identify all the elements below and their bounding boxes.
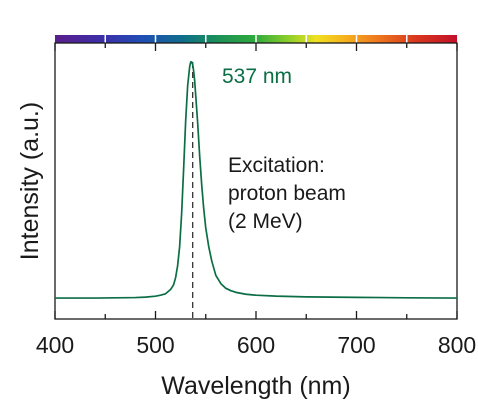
annotation-line-1: Excitation: xyxy=(228,154,325,177)
x-tick-label-500: 500 xyxy=(136,332,174,358)
x-tick-label-400: 400 xyxy=(36,332,74,358)
x-axis-ticks xyxy=(54,43,458,319)
x-axis-tick-labels: 400 500 600 700 800 xyxy=(36,332,476,358)
annotation-line-2: proton beam xyxy=(228,182,346,205)
spectrum-bar-separators xyxy=(104,35,408,43)
x-tick-label-700: 700 xyxy=(337,332,375,358)
x-tick-label-600: 600 xyxy=(237,332,275,358)
spectrum-series-line xyxy=(55,61,458,299)
annotation-line-3: (2 MeV) xyxy=(228,210,303,233)
y-axis-label: Intensity (a.u.) xyxy=(16,102,44,260)
x-axis-label: Wavelength (nm) xyxy=(161,372,350,400)
peak-label: 537 nm xyxy=(222,65,292,88)
x-tick-label-800: 800 xyxy=(438,332,476,358)
